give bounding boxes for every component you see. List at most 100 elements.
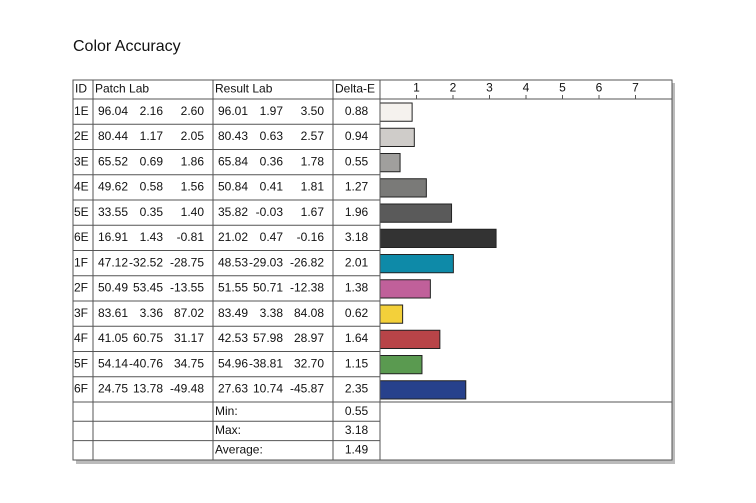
bar (379, 178, 427, 198)
row-id: 5E (74, 205, 89, 219)
patch-lab: 96.04 (98, 104, 128, 118)
row-id: 2E (74, 129, 89, 143)
column-header: Patch Lab (95, 82, 149, 96)
result-lab: 1.97 (260, 104, 284, 118)
summary-value: 3.18 (345, 423, 369, 437)
patch-lab: 1.40 (181, 205, 205, 219)
row-id: 6E (74, 230, 89, 244)
bar (379, 127, 415, 147)
patch-lab: -40.76 (129, 356, 163, 370)
patch-lab: 80.44 (98, 129, 128, 143)
patch-lab: 1.86 (181, 154, 205, 168)
column-header: Delta-E (335, 82, 375, 96)
summary-value: 1.49 (345, 442, 369, 456)
result-lab: 54.96 (218, 356, 248, 370)
result-lab: 32.70 (294, 356, 324, 370)
patch-lab: 2.16 (140, 104, 164, 118)
result-lab: 1.78 (301, 154, 325, 168)
column-header: ID (75, 82, 87, 96)
result-lab: 48.53 (218, 255, 248, 269)
result-lab: 65.84 (218, 154, 248, 168)
patch-lab: -13.55 (170, 281, 204, 295)
patch-lab: 31.17 (174, 331, 204, 345)
result-lab: 3.50 (301, 104, 325, 118)
title: Color Accuracy (73, 38, 181, 55)
x-tick-label: 3 (486, 81, 493, 95)
result-lab: 1.67 (301, 205, 325, 219)
result-lab: -0.03 (256, 205, 284, 219)
patch-lab: 1.56 (181, 180, 205, 194)
result-lab: 0.41 (260, 180, 284, 194)
patch-lab: 0.58 (140, 180, 164, 194)
result-lab: 21.02 (218, 230, 248, 244)
patch-lab: 41.05 (98, 331, 128, 345)
x-tick-label: 1 (413, 81, 420, 95)
patch-lab: 34.75 (174, 356, 204, 370)
result-lab: -29.03 (249, 255, 283, 269)
result-lab: -45.87 (290, 382, 324, 396)
patch-lab: 49.62 (98, 180, 128, 194)
patch-lab: -32.52 (129, 255, 163, 269)
delta-e: 1.38 (345, 281, 369, 295)
patch-lab: 53.45 (133, 281, 163, 295)
row-id: 6F (74, 382, 88, 396)
table: ID Patch Lab Result Lab Delta-E 1 2 3 4 5 6 7 1E 96.… (73, 80, 672, 460)
row-id: 5F (74, 356, 88, 370)
x-tick-label: 4 (523, 81, 530, 95)
delta-e: 2.35 (345, 382, 369, 396)
result-lab: 83.49 (218, 306, 248, 320)
result-lab: -0.16 (297, 230, 325, 244)
delta-e: 1.64 (345, 331, 369, 345)
result-lab: 50.71 (253, 281, 283, 295)
patch-lab: 47.12 (98, 255, 128, 269)
patch-lab: 0.69 (140, 154, 164, 168)
result-lab: 57.98 (253, 331, 283, 345)
patch-lab: 0.35 (140, 205, 164, 219)
result-lab: 0.36 (260, 154, 284, 168)
bar (379, 380, 467, 400)
bar (379, 254, 454, 274)
x-tick-label: 7 (632, 81, 639, 95)
result-lab: 27.63 (218, 382, 248, 396)
patch-lab: 16.91 (98, 230, 128, 244)
patch-lab: 1.17 (140, 129, 164, 143)
result-lab: 80.43 (218, 129, 248, 143)
row-id: 1F (74, 255, 88, 269)
summary-label: Max: (215, 423, 241, 437)
x-tick-label: 6 (596, 81, 603, 95)
patch-lab: 1.43 (140, 230, 164, 244)
result-lab: 3.38 (260, 306, 284, 320)
patch-lab: 65.52 (98, 154, 128, 168)
x-tick-label: 5 (559, 81, 566, 95)
row-id: 3E (74, 154, 89, 168)
result-lab: 0.47 (260, 230, 284, 244)
patch-lab: 3.36 (140, 306, 164, 320)
summary-value: 0.55 (345, 404, 369, 418)
patch-lab: 87.02 (174, 306, 204, 320)
result-lab: 51.55 (218, 281, 248, 295)
x-tick-label: 2 (450, 81, 457, 95)
summary-label: Min: (215, 404, 238, 418)
result-lab: 96.01 (218, 104, 248, 118)
result-lab: 10.74 (253, 382, 283, 396)
patch-lab: -49.48 (170, 382, 204, 396)
result-lab: -12.38 (290, 281, 324, 295)
delta-e: 0.62 (345, 306, 369, 320)
bar (379, 329, 441, 349)
result-lab: -38.81 (249, 356, 283, 370)
result-lab: 2.57 (301, 129, 325, 143)
summary-label: Average: (215, 442, 263, 456)
delta-e: 3.18 (345, 230, 369, 244)
row-id: 1E (74, 104, 89, 118)
patch-lab: 2.05 (181, 129, 205, 143)
result-lab: 28.97 (294, 331, 324, 345)
delta-e: 0.55 (345, 154, 369, 168)
bar (379, 228, 497, 248)
result-lab: 1.81 (301, 180, 325, 194)
result-lab: 35.82 (218, 205, 248, 219)
patch-lab: 24.75 (98, 382, 128, 396)
delta-e: 1.27 (345, 180, 369, 194)
patch-lab: 83.61 (98, 306, 128, 320)
table-frame (72, 79, 673, 461)
